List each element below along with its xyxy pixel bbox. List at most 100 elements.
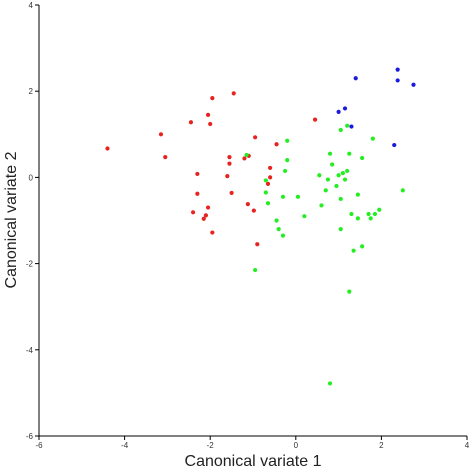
data-point-series-2 [253,267,258,273]
data-point-series-2 [336,173,341,178]
y-tick-label: 4 [29,1,34,10]
data-point-series-1 [231,91,236,96]
data-point-series-2 [263,190,268,195]
data-point-series-2 [345,168,350,174]
data-point-series-2 [302,214,307,219]
data-point-series-1 [245,202,250,207]
axes [38,5,467,437]
data-point-series-1 [201,216,206,221]
data-point-series-2 [319,203,324,208]
data-point-series-1 [274,142,279,147]
data-point-series-1 [255,242,260,247]
data-point-series-2 [355,216,360,221]
data-point-series-2 [263,178,268,183]
data-point-series-2 [349,211,354,217]
data-point-series-3 [353,76,358,81]
x-tick-label: 2 [379,441,384,450]
x-tick-label: 0 [294,441,299,450]
data-point-series-1 [268,175,273,180]
data-point-series-1 [210,95,215,101]
data-point-series-2 [325,177,330,182]
data-point-series-1 [242,156,247,161]
data-point-series-2 [340,170,345,176]
data-point-series-2 [351,248,356,253]
data-point-series-1 [225,174,230,179]
data-point-series-3 [336,109,341,114]
data-point-series-2 [327,381,333,386]
data-point-series-2 [334,183,339,189]
data-point-series-2 [265,201,271,206]
x-tick-label: -2 [207,441,215,450]
data-point-series-2 [368,216,373,221]
y-tick-label: 2 [29,87,34,96]
data-point-series-2 [280,194,286,199]
data-point-series-1 [265,181,271,186]
data-point-series-2 [347,289,352,294]
data-point-series-2 [338,127,343,133]
data-point-series-2 [338,227,343,232]
data-point-series-1 [195,191,200,196]
data-point-series-3 [342,106,348,111]
data-point-series-3 [349,124,354,129]
data-point-series-2 [360,155,365,161]
data-point-series-3 [392,142,397,148]
data-point-series-2 [355,192,360,197]
data-point-series-1 [268,165,273,171]
data-point-series-3 [411,82,416,87]
data-point-series-1 [205,205,211,210]
data-point-series-1 [227,155,232,160]
data-point-series-2 [285,158,290,163]
data-point-series-1 [227,161,232,166]
data-point-series-2 [244,152,249,158]
data-point-series-2 [317,173,322,178]
data-point-series-2 [280,233,286,238]
y-tick-label: -6 [26,432,34,441]
data-point-series-2 [323,188,328,193]
data-point-series-2 [274,218,279,223]
data-point-series-1 [158,132,164,137]
data-point-series-2 [285,138,290,143]
data-point-series-2 [377,207,382,212]
ticks: -6 -4 -2 0 2 4 -6 -4 -2 0 2 4 [26,1,470,450]
data-point-series-1 [203,213,209,218]
data-point-series-1 [105,146,110,151]
y-tick-label: -2 [26,260,34,269]
data-point-series-2 [330,162,335,167]
data-point-series-1 [205,112,211,118]
data-point-series-3 [395,67,400,72]
data-point-series-1 [312,117,318,122]
data-point-series-1 [253,135,258,140]
data-point-series-1 [210,230,215,235]
y-axis-title: Canonical variate 2 [3,151,20,288]
data-point-series-2 [370,136,375,141]
data-point-series-2 [360,244,365,249]
data-point-series-1 [163,155,168,160]
x-tick-label: 4 [465,441,470,450]
data-point-series-2 [283,168,288,174]
x-tick-label: -6 [35,441,43,450]
data-point-series-1 [208,121,213,127]
data-point-series-2 [366,211,371,217]
data-point-series-2 [400,188,405,193]
x-axis-title: Canonical variate 1 [185,453,322,470]
data-point-series-2 [295,194,301,199]
data-point-series-1 [251,208,256,213]
data-point-series-2 [345,123,350,128]
data-point-series-1 [190,210,196,215]
data-points [105,67,416,386]
y-tick-label: 0 [29,173,34,182]
data-point-series-1 [229,190,234,196]
data-point-series-2 [338,196,343,202]
y-tick-label: -4 [26,346,34,355]
data-point-series-2 [327,151,333,156]
data-point-series-2 [347,151,352,156]
data-point-series-3 [395,78,400,83]
data-point-series-2 [342,177,348,182]
x-tick-label: -4 [121,441,129,450]
data-point-series-1 [195,171,200,177]
data-point-series-2 [276,227,281,232]
data-point-series-2 [372,211,378,217]
data-point-series-1 [188,120,194,125]
